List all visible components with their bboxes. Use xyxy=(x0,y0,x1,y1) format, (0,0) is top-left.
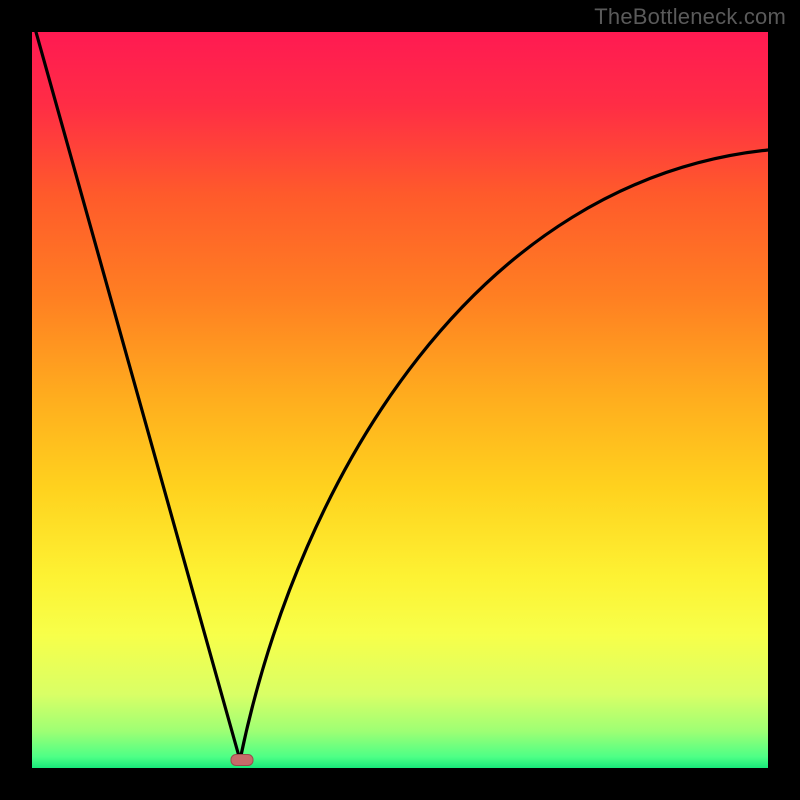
plot-background xyxy=(32,32,768,768)
bottleneck-chart xyxy=(0,0,800,800)
watermark-text: TheBottleneck.com xyxy=(594,4,786,30)
chart-frame: TheBottleneck.com xyxy=(0,0,800,800)
optimum-marker xyxy=(231,755,253,766)
